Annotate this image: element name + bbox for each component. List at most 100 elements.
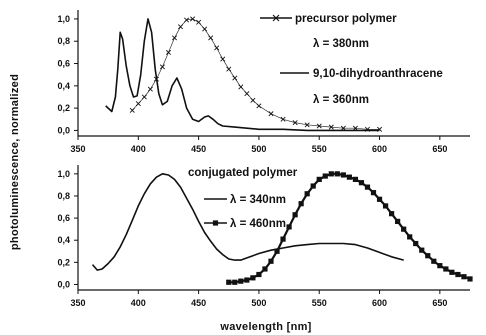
data-point-cross <box>135 101 141 107</box>
data-point-cross <box>196 19 202 25</box>
y-tick-label: 0,8 <box>57 191 70 201</box>
legend-label: precursor polymer <box>295 13 397 25</box>
data-point-cross <box>250 97 256 103</box>
series-line-0-0 <box>132 18 380 130</box>
x-tick-label: 650 <box>432 144 447 154</box>
data-point-square <box>238 278 244 284</box>
y-tick-label: 0,8 <box>57 36 70 46</box>
data-point-square <box>286 224 292 230</box>
bottom-panel: 350 400 450 500 550 600 650 0,0 0,2 0,4 0,6 0,8 1,0 c… <box>57 165 473 308</box>
data-point-square <box>358 180 365 186</box>
data-point-cross <box>208 35 214 41</box>
data-point-square <box>250 275 256 281</box>
data-point-square <box>340 172 346 178</box>
x-axis-title: wavelength [nm] <box>219 321 311 333</box>
data-point-square <box>334 171 340 177</box>
data-point-cross <box>178 24 184 30</box>
data-point-square <box>268 258 274 264</box>
y-tick-label: 0,6 <box>57 213 70 223</box>
data-point-square <box>431 258 437 264</box>
legend-label: λ = 380nm <box>313 38 369 50</box>
x-tick-label: 350 <box>70 298 85 308</box>
data-point-cross <box>184 17 190 23</box>
data-point-cross <box>232 75 238 81</box>
y-tick-label: 0,2 <box>57 257 70 267</box>
data-point-cross <box>190 16 196 22</box>
data-point-square <box>413 240 419 247</box>
x-tick-label: 600 <box>372 144 387 154</box>
data-point-cross <box>268 111 274 117</box>
data-point-square <box>467 276 473 282</box>
y-tick-label: 0,0 <box>57 279 70 289</box>
data-point-cross <box>159 64 165 70</box>
data-point-square <box>407 234 413 240</box>
data-point-square <box>401 226 407 232</box>
data-point-square <box>298 201 304 207</box>
series-line-0-1 <box>105 18 380 132</box>
x-tick-label: 500 <box>251 298 266 308</box>
x-tick-label: 550 <box>312 144 327 154</box>
data-point-square <box>322 173 328 179</box>
data-point-square <box>443 266 449 272</box>
x-tick-label: 450 <box>191 298 206 308</box>
data-point-cross <box>220 56 226 62</box>
y-tick-label: 1,0 <box>57 14 70 24</box>
legend-label: λ = 460nm <box>230 218 286 230</box>
data-point-square <box>304 191 310 197</box>
y-tick-label: 0,2 <box>57 103 70 113</box>
top-panel: 350 400 450 500 550 600 650 0,0 0,2 0,4 0,6 0,8 1,0 p… <box>57 10 470 154</box>
data-point-square <box>280 236 286 242</box>
data-point-square <box>292 212 298 218</box>
data-point-square <box>244 277 250 283</box>
legend-label: λ = 360nm <box>313 94 369 106</box>
legend-square-marker <box>212 220 219 226</box>
x-tick-label: 400 <box>131 144 146 154</box>
data-point-square <box>310 183 316 189</box>
y-tick-label: 0,4 <box>57 235 70 245</box>
x-tick-label: 500 <box>251 144 266 154</box>
data-point-square <box>419 247 425 253</box>
data-point-square <box>226 279 232 285</box>
data-point-cross <box>165 49 171 55</box>
data-point-square <box>256 271 262 278</box>
data-point-square <box>425 253 431 259</box>
data-point-cross <box>304 122 310 128</box>
data-point-cross <box>202 26 208 32</box>
data-point-cross <box>226 66 232 72</box>
data-point-cross <box>256 103 262 109</box>
data-point-square <box>262 266 268 272</box>
x-tick-label: 400 <box>131 298 146 308</box>
data-point-square <box>376 196 383 202</box>
data-point-square <box>461 274 467 280</box>
data-point-cross <box>147 86 153 92</box>
y-axis-title: photoluminescence, normalized <box>9 74 21 250</box>
data-point-square <box>274 248 280 254</box>
data-point-cross <box>238 84 244 90</box>
y-tick-label: 1,0 <box>57 169 70 179</box>
x-tick-label: 350 <box>70 144 85 154</box>
x-tick-label: 550 <box>312 298 327 308</box>
legend-label: λ = 340nm <box>230 194 286 206</box>
data-point-square <box>389 211 395 217</box>
data-point-square <box>437 263 443 269</box>
y-tick-label: 0,0 <box>57 125 70 135</box>
x-tick-label: 450 <box>191 144 206 154</box>
data-point-square <box>352 176 359 182</box>
x-tick-label: 650 <box>432 298 447 308</box>
data-point-cross <box>141 94 147 100</box>
data-point-square <box>316 176 322 182</box>
data-point-square <box>232 279 238 285</box>
data-point-cross <box>171 35 178 41</box>
data-point-cross <box>280 116 286 122</box>
data-point-cross <box>292 120 298 126</box>
data-point-cross <box>316 123 322 129</box>
data-point-square <box>346 174 352 180</box>
data-point-square <box>449 269 455 275</box>
x-tick-label: 600 <box>372 298 387 308</box>
data-point-cross <box>129 107 135 113</box>
data-point-square <box>382 203 389 209</box>
legend-cross-marker <box>272 14 280 22</box>
y-tick-label: 0,4 <box>57 81 70 91</box>
data-point-square <box>455 271 461 278</box>
